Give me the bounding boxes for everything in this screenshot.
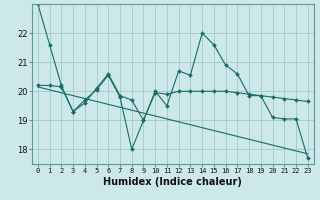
X-axis label: Humidex (Indice chaleur): Humidex (Indice chaleur) [103, 177, 242, 187]
